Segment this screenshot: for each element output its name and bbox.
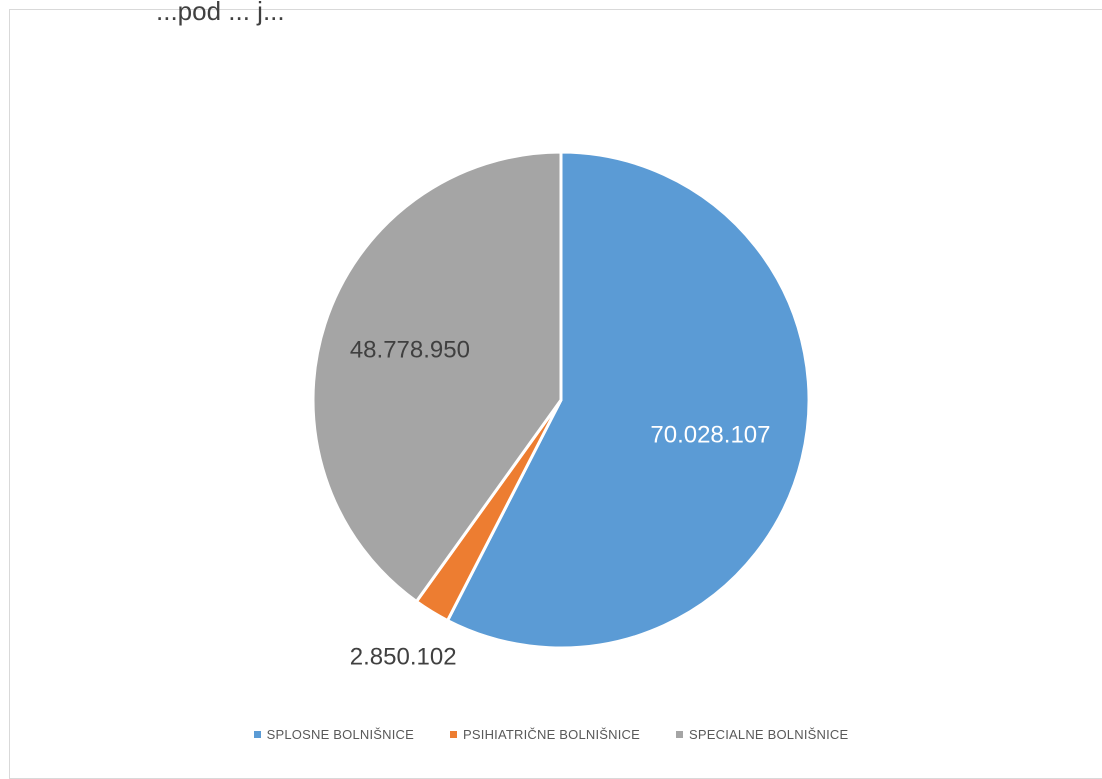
legend-label-specialne: SPECIALNE BOLNIŠNICE xyxy=(689,727,849,742)
data-label-specialne: 48.778.950 xyxy=(350,337,470,364)
legend-label-splosne: SPLOSNE BOLNIŠNICE xyxy=(266,727,415,742)
pie-slice-splosne xyxy=(446,150,811,650)
data-label-psihiatricne: 2.850.102 xyxy=(350,643,457,670)
legend-swatch-specialne xyxy=(676,731,684,738)
legend-swatch-psihiatricne xyxy=(450,731,458,738)
data-label-splosne: 70.028.107 xyxy=(650,422,770,449)
legend-swatch-splosne xyxy=(253,731,261,738)
pie-slice-specialne xyxy=(311,150,563,604)
legend-item-psihiatricne: PSIHIATRIČNE BOLNIŠNICE xyxy=(450,727,640,742)
chart-legend: SPLOSNE BOLNIŠNICE PSIHIATRIČNE BOLNIŠNI… xyxy=(0,727,1102,742)
chart-title-fragment: ...pod ... j... xyxy=(156,0,285,26)
legend-label-psihiatricne: PSIHIATRIČNE BOLNIŠNICE xyxy=(463,727,641,742)
legend-item-specialne: SPECIALNE BOLNIŠNICE xyxy=(676,727,848,742)
legend-item-splosne: SPLOSNE BOLNIŠNICE xyxy=(253,727,415,742)
